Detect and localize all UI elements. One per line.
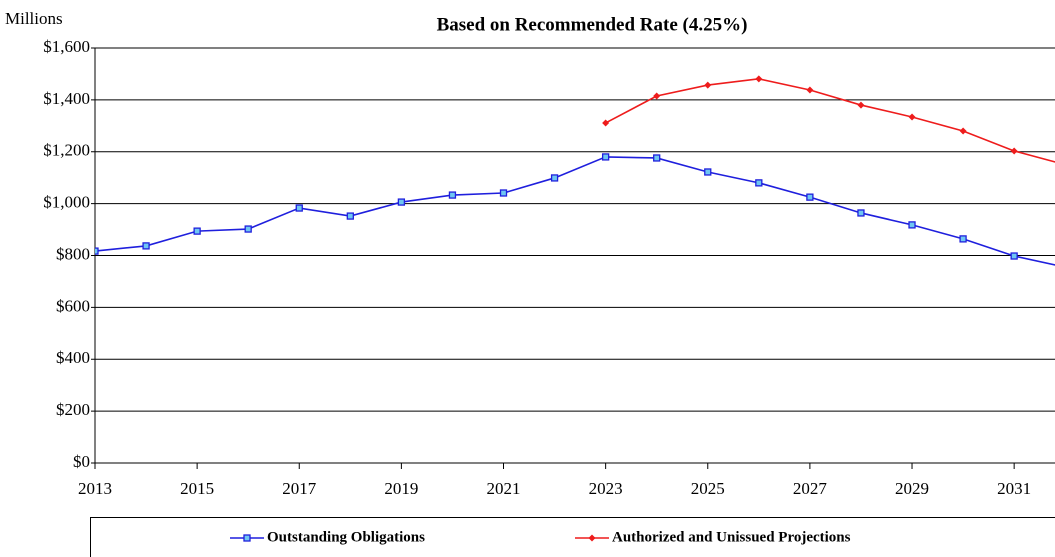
y-tick-label: $800 [56, 244, 90, 263]
marker [755, 179, 763, 187]
marker [95, 247, 99, 255]
y-tick-label: $400 [56, 348, 90, 367]
marker [602, 119, 610, 127]
y-tick-label: $0 [73, 452, 90, 471]
chart-title: Based on Recommended Rate (4.25%) [437, 14, 748, 35]
plot-area [95, 75, 1055, 266]
x-tick-label: 2019 [384, 479, 418, 498]
marker [653, 92, 661, 100]
y-tick-label: $1,400 [43, 89, 90, 108]
y-tick-label: $1,000 [43, 193, 90, 212]
x-tick-label: 2017 [282, 479, 317, 498]
marker [806, 86, 814, 94]
legend-label: Outstanding Obligations [267, 529, 425, 545]
series-line [95, 156, 1055, 266]
marker [908, 113, 916, 121]
marker [908, 221, 916, 229]
y-tick-label: $600 [56, 296, 90, 315]
marker [397, 198, 406, 206]
marker [448, 191, 457, 199]
x-tick-label: 2025 [691, 479, 725, 498]
marker [959, 235, 967, 243]
marker [550, 174, 559, 182]
legend-marker [588, 534, 596, 542]
marker [244, 225, 252, 233]
marker [653, 154, 661, 162]
y-tick-label: $1,600 [43, 37, 90, 56]
x-tick-label: 2023 [589, 479, 623, 498]
marker [806, 193, 814, 201]
marker [346, 212, 354, 220]
marker [499, 189, 508, 197]
legend-label: Authorized and Unissued Projections [612, 529, 851, 545]
marker [601, 153, 610, 161]
x-tick-label: 2021 [487, 479, 521, 498]
marker [755, 75, 763, 83]
marker [959, 127, 967, 135]
y-tick-label: $1,200 [43, 141, 90, 160]
marker [1010, 147, 1018, 155]
marker [1010, 252, 1018, 260]
series-line [605, 78, 1055, 163]
x-tick-label: 2031 [997, 479, 1031, 498]
marker [857, 101, 865, 109]
x-tick-label: 2027 [793, 479, 828, 498]
marker [704, 168, 712, 176]
marker [857, 209, 865, 217]
marker [193, 227, 201, 235]
marker [704, 81, 712, 89]
marker [142, 242, 150, 250]
legend-marker [243, 534, 251, 542]
y-unit-label: Millions [5, 9, 63, 28]
marker [295, 204, 303, 212]
x-tick-label: 2015 [180, 479, 214, 498]
x-tick-label: 2029 [895, 479, 929, 498]
legend-box [90, 517, 1055, 557]
x-tick-label: 2013 [78, 479, 112, 498]
y-tick-label: $200 [56, 400, 90, 419]
